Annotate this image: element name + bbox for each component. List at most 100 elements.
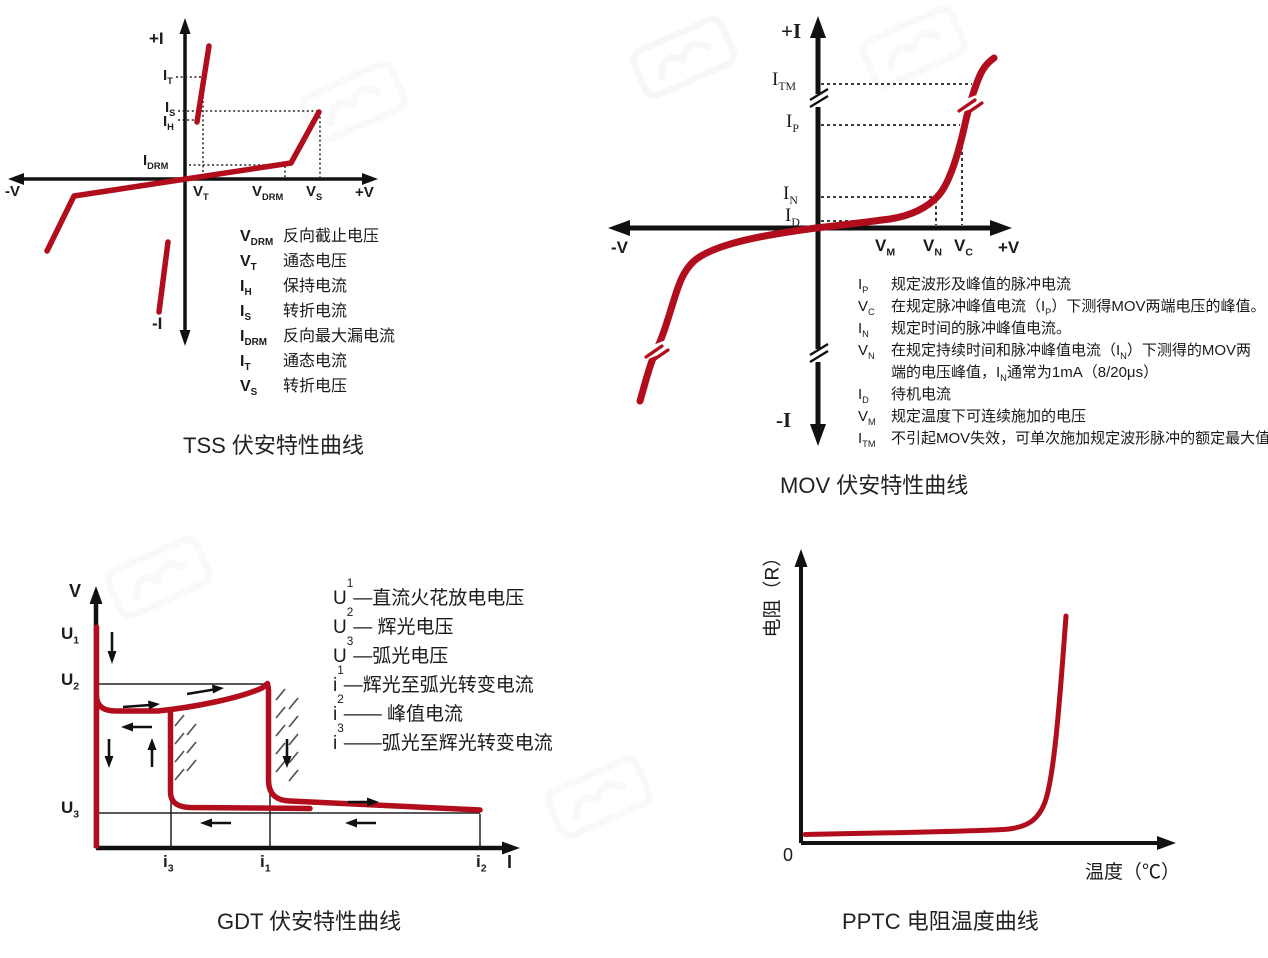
- tss-x-label-vdrm: VDRM: [252, 183, 284, 202]
- mov-legend-symbol: IN: [858, 320, 869, 339]
- mov-legend-desc: 在规定脉冲峰值电流（IP）下测得MOV两端电压的峰值。: [891, 298, 1266, 317]
- tss-x-label-vt: VT: [193, 183, 209, 202]
- tss-legend-symbol: VDRM: [240, 228, 274, 249]
- gdt-axis-v-label: V: [69, 581, 82, 601]
- gdt-legend: U 1 —直流火花放电电压 U 2— 辉光电压 U 3 —弧光电压 i 1 —辉光至弧光转变电…: [333, 577, 553, 758]
- gdt-curve: [93, 624, 483, 849]
- tss-legend: VDRM 反向截止电压 VT 通态电压 IH 保持电流 IS 转折电流 IDRM 反向最大…: [240, 224, 395, 399]
- tss-legend-desc: 通态电流: [283, 353, 348, 370]
- tss-legend-symbol: IDRM: [240, 328, 268, 349]
- gdt-legend-row: i 1 —辉光至弧光转变电流: [333, 664, 534, 696]
- tss-y-label-ih: IH: [163, 113, 174, 132]
- gdt-axes: [89, 586, 520, 855]
- tss-title: TSS 伏安特性曲线: [183, 433, 364, 458]
- tss-legend-symbol: IS: [240, 303, 252, 324]
- gdt-y-label-u2: U2: [61, 670, 80, 693]
- tss-legend-row: IH 保持电流: [240, 274, 395, 299]
- tss-x-label-vs: VS: [306, 183, 323, 202]
- tss-legend-symbol: VS: [240, 378, 258, 399]
- mov-legend-row: IN 规定时间的脉冲峰值电流。: [858, 318, 1268, 340]
- tss-plot: [8, 18, 378, 346]
- mov-legend-row: 端的电压峰值，IN通常为1mA（8/20μs）: [858, 362, 1268, 384]
- mov-legend-desc: 在规定持续时间和脉冲峰值电流（IN）下测得的MOV两: [891, 342, 1252, 361]
- mov-legend-desc: 规定温度下可连续施加的电压: [891, 408, 1087, 425]
- tss-axis-plus-v-label: +V: [355, 184, 374, 201]
- gdt-legend-row: i 3 ——弧光至辉光转变电流: [333, 722, 553, 754]
- pptc-plot: [794, 549, 1176, 850]
- mov-legend-desc: 规定时间的脉冲峰值电流。: [891, 320, 1072, 337]
- pptc-curve: [802, 613, 1069, 837]
- mov-legend-row: VM 规定温度下可连续施加的电压: [858, 406, 1268, 428]
- tss-axis-plus-i-label: +I: [149, 29, 164, 48]
- mov-legend-row: VN 在规定持续时间和脉冲峰值电流（IN）下测得的MOV两: [858, 340, 1268, 362]
- mov-axis-plus-i-label: +I: [781, 19, 802, 43]
- gdt-hatch-marks: [174, 688, 299, 782]
- gdt-plot: [89, 586, 520, 855]
- gdt-legend-row: U 1 —直流火花放电电压: [333, 577, 525, 609]
- gdt-x-label-i3: i3: [163, 852, 174, 875]
- tss-legend-desc: 转折电压: [283, 378, 348, 395]
- mov-legend-symbol: VN: [858, 342, 875, 361]
- mov-axis-breaks: [806, 87, 830, 364]
- gdt-legend-row: U 3 —弧光电压: [333, 635, 449, 667]
- tss-legend-desc: 通态电压: [283, 253, 348, 270]
- tss-legend-desc: 反向截止电压: [283, 228, 380, 245]
- mov-legend-symbol: IP: [858, 276, 869, 295]
- tss-axes: [8, 18, 378, 346]
- gdt-title: GDT 伏安特性曲线: [217, 909, 402, 934]
- mov-legend-desc: 待机电流: [891, 386, 952, 403]
- mov-legend-row: VC 在规定脉冲峰值电流（IP）下测得MOV两端电压的峰值。: [858, 296, 1268, 318]
- gdt-legend-row: i 2 —— 峰值电流: [333, 693, 464, 725]
- tss-legend-row: IT 通态电流: [240, 349, 395, 374]
- gdt-direction-arrows: [104, 632, 379, 828]
- tss-axis-minus-v-label: -V: [5, 183, 20, 200]
- mov-x-label-vc: VC: [954, 236, 973, 259]
- tss-legend-desc: 保持电流: [283, 278, 348, 295]
- mov-legend-symbol: ID: [858, 386, 869, 405]
- mov-axis-minus-v-label: -V: [611, 238, 628, 257]
- mov-y-label-id: ID: [785, 205, 800, 229]
- mov-title: MOV 伏安特性曲线: [780, 473, 969, 498]
- gdt-axis-i-label: I: [507, 852, 513, 872]
- mov-y-label-ip: IP: [786, 111, 799, 135]
- tss-legend-row: VDRM 反向截止电压: [240, 224, 395, 249]
- gdt-x-label-i1: i1: [260, 852, 271, 875]
- mov-legend-desc: 不引起MOV失效，可单次施加规定波形脉冲的额定最大值: [891, 430, 1268, 447]
- mov-axis-plus-v-label: +V: [998, 238, 1020, 257]
- mov-plot: [608, 16, 1012, 446]
- mov-axis-minus-i-label: -I: [776, 408, 792, 432]
- tss-legend-row: VS 转折电压: [240, 374, 395, 399]
- tss-legend-symbol: IH: [240, 278, 252, 299]
- mov-legend-row: ITM 不引起MOV失效，可单次施加规定波形脉冲的额定最大值: [858, 428, 1268, 450]
- mov-legend-desc: 端的电压峰值，IN通常为1mA（8/20μs）: [891, 364, 1159, 383]
- pptc-x-axis-label: 温度（℃）: [1085, 862, 1181, 883]
- mov-y-label-itm: ITM: [772, 69, 796, 93]
- mov-legend-desc: 规定波形及峰值的脉冲电流: [891, 276, 1072, 293]
- mov-y-label-in: IN: [783, 183, 798, 207]
- mov-legend-row: IP 规定波形及峰值的脉冲电流: [858, 274, 1268, 296]
- mov-curve: [636, 54, 998, 405]
- tss-curve: [44, 43, 322, 315]
- tss-legend-desc: 反向最大漏电流: [283, 328, 396, 345]
- mov-dashed-guides: [821, 83, 972, 225]
- gdt-y-label-u1: U1: [61, 624, 80, 647]
- mov-legend-row: ID 待机电流: [858, 384, 1268, 406]
- pptc-origin-label: 0: [783, 845, 794, 865]
- gdt-legend-row: U 2— 辉光电压: [333, 606, 454, 638]
- pptc-axes: [794, 549, 1176, 850]
- tss-dotted-guides: [176, 76, 321, 177]
- pptc-title: PPTC 电阻温度曲线: [842, 909, 1039, 934]
- tss-legend-row: IS 转折电流: [240, 299, 395, 324]
- tss-y-label-idrm: IDRM: [143, 152, 169, 171]
- tss-legend-symbol: VT: [240, 253, 257, 274]
- mov-legend-symbol: VC: [858, 298, 875, 317]
- tss-legend-symbol: IT: [240, 353, 251, 374]
- mov-x-label-vm: VM: [875, 236, 896, 259]
- gdt-y-label-u3: U3: [61, 798, 80, 821]
- tss-y-label-it: IT: [163, 67, 173, 86]
- mov-x-label-vn: VN: [923, 236, 942, 259]
- mov-legend-symbol: VM: [858, 408, 876, 427]
- tss-legend-row: VT 通态电压: [240, 249, 395, 274]
